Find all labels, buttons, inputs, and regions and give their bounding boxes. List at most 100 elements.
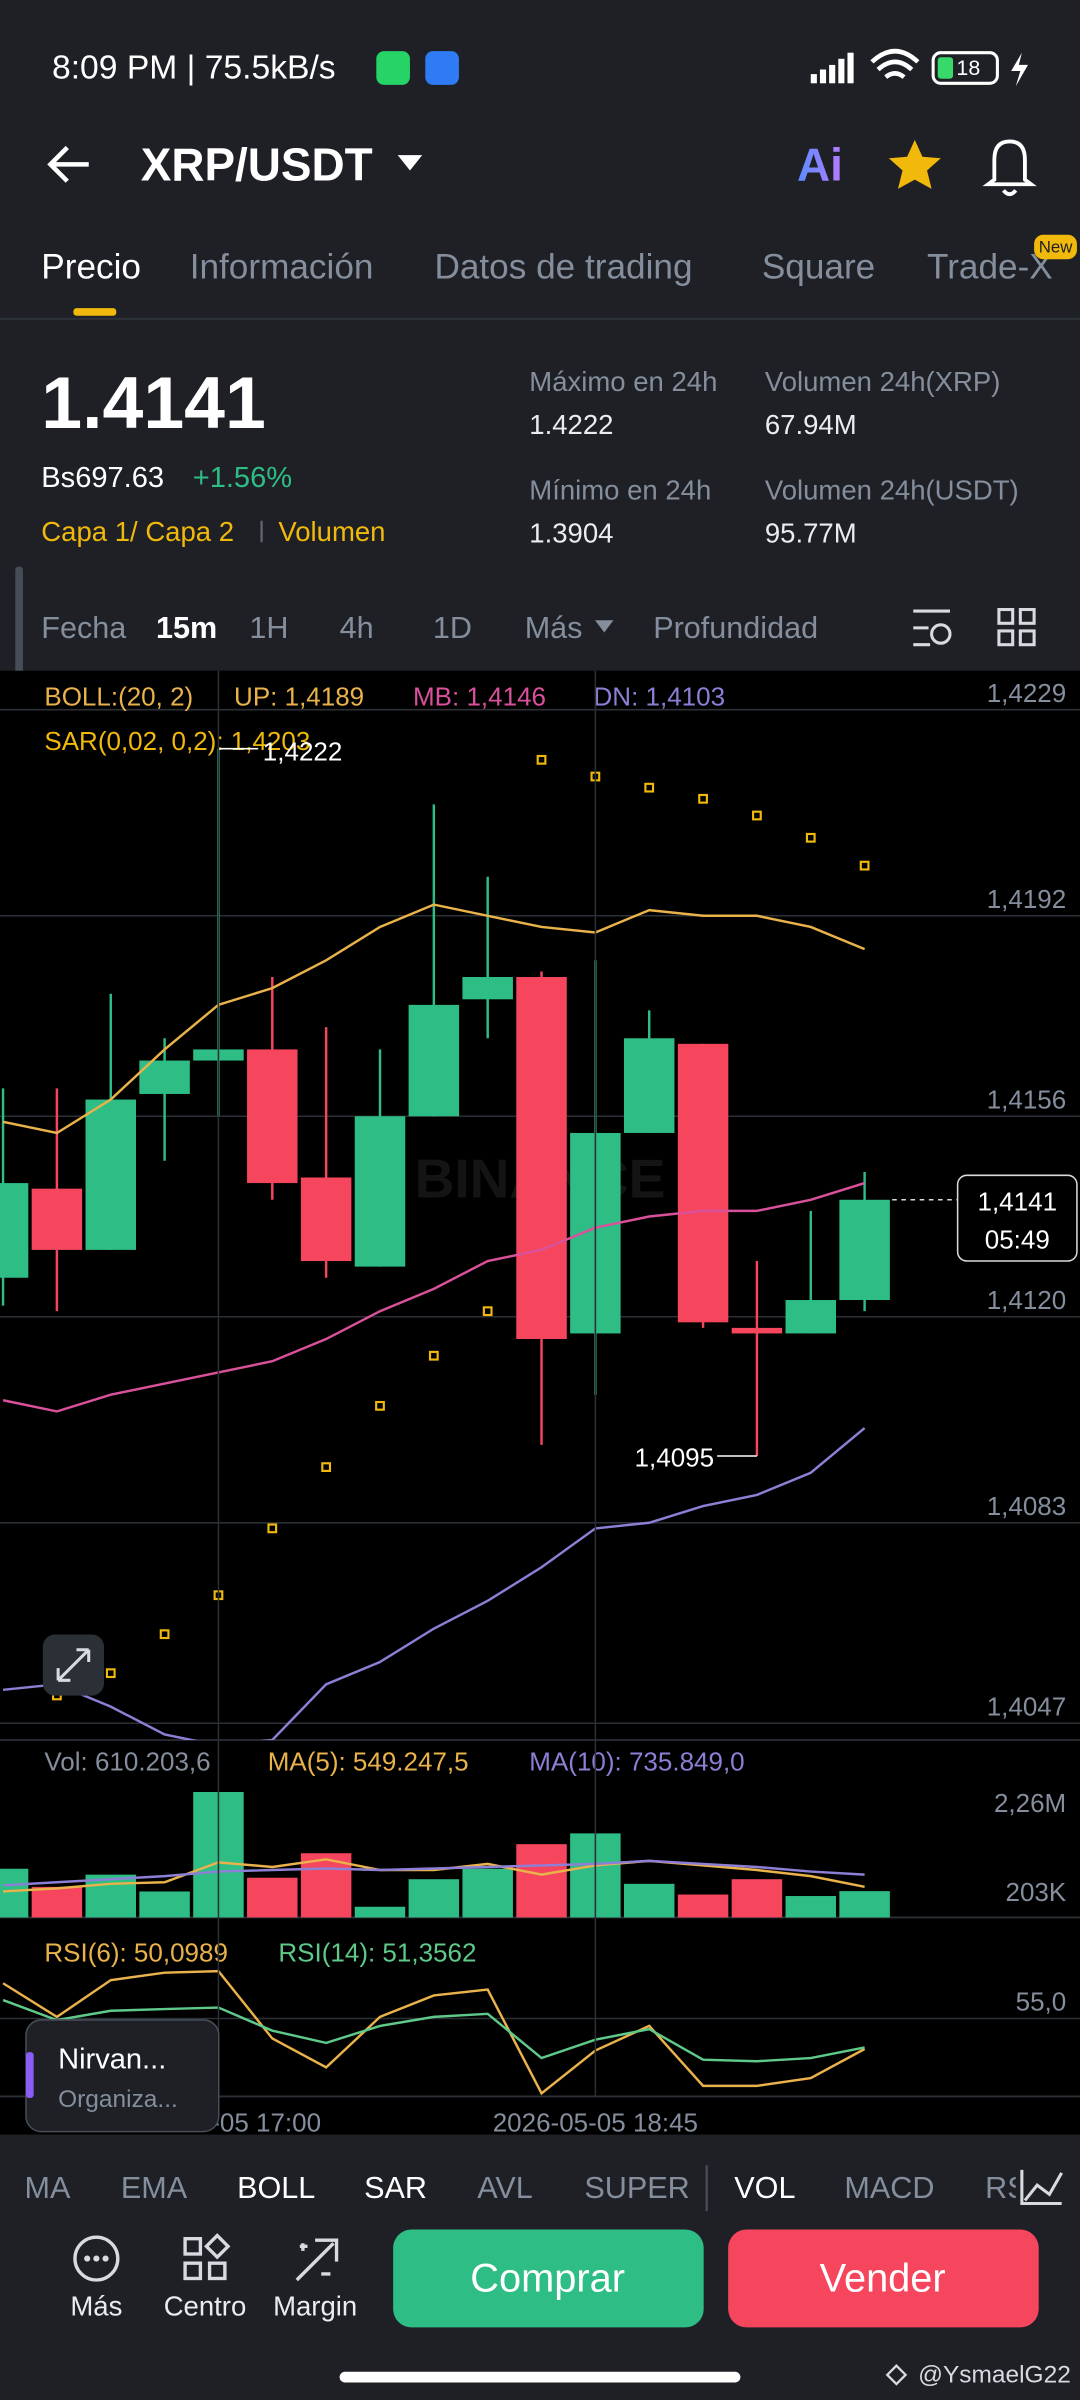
new-badge-text: New — [1039, 237, 1073, 256]
rsi-line — [2, 1969, 866, 2096]
tab[interactable]: Información — [190, 247, 374, 286]
legend-entry: MA(10): 735.849,0 — [529, 1746, 744, 1776]
indicator-tab[interactable]: AVL — [477, 2171, 533, 2205]
more-dropdown[interactable] — [595, 620, 614, 633]
tag[interactable]: Capa 1/ Capa 2 — [41, 516, 234, 547]
x-tick-label: 2026-05-05 18:45 — [493, 2107, 698, 2137]
legend-entry: DN: 1,4103 — [594, 682, 726, 712]
interval[interactable]: Fecha — [41, 611, 126, 645]
stat-label: Máximo en 24h — [529, 366, 717, 397]
indicator-tab[interactable]: MA — [24, 2171, 70, 2205]
last-price: 1.4141 — [41, 362, 266, 444]
volume-bar — [85, 1874, 136, 1918]
back-button[interactable] — [47, 145, 89, 183]
sar-dot — [752, 810, 762, 821]
interval[interactable]: 15m — [156, 611, 217, 645]
indicator-tab[interactable]: VOL — [734, 2171, 795, 2205]
volume-bar — [462, 1868, 513, 1918]
interval[interactable]: Más — [525, 611, 583, 645]
watermark: @YsmaelG22 — [918, 2361, 1071, 2388]
tab[interactable]: Precio — [41, 247, 141, 286]
y-tick-label: 1,4229 — [987, 678, 1067, 708]
volume-bar — [731, 1879, 783, 1918]
more-dots — [84, 2255, 109, 2262]
sar-dot — [428, 1350, 439, 1361]
y-tick-label: 1,4083 — [987, 1491, 1067, 1521]
interval[interactable]: 1H — [249, 611, 288, 645]
volume-bar — [247, 1877, 298, 1918]
pair-dropdown[interactable] — [397, 155, 423, 171]
legend-entry: MA(5): 549.247,5 — [268, 1746, 469, 1776]
sar-dot — [321, 1462, 332, 1473]
stat-label: Mínimo en 24h — [529, 475, 711, 506]
volume-bar — [516, 1844, 567, 1918]
indicator-tab[interactable]: BOLL — [237, 2171, 315, 2205]
band-line — [2, 1427, 866, 1740]
bell-icon[interactable] — [982, 139, 1037, 197]
y-tick-label: 1,4120 — [987, 1285, 1067, 1315]
more-icon[interactable] — [73, 2235, 120, 2282]
popup-card[interactable] — [25, 2019, 220, 2133]
volume-ma-line — [2, 1859, 865, 1887]
legend-entry: RSI(6): 50,0989 — [44, 1938, 228, 1968]
status-time: 8:09 PM | 75.5kB/s — [52, 49, 336, 86]
center-icon[interactable] — [183, 2233, 231, 2281]
active-tab-indicator — [73, 308, 117, 316]
sar-dot — [375, 1400, 385, 1411]
sar-dot — [159, 1629, 170, 1640]
indicator-fade — [1015, 2154, 1080, 2222]
indicator-tab[interactable]: SAR — [364, 2171, 427, 2205]
battery-outline — [931, 51, 999, 85]
y-tick-label: 1,4156 — [987, 1084, 1067, 1114]
signal-icon — [810, 52, 854, 84]
sell-button[interactable] — [728, 2229, 1039, 2328]
candle-body — [731, 1327, 783, 1334]
interval[interactable]: Profundidad — [653, 611, 818, 645]
volume-bar — [785, 1896, 837, 1918]
candle-body — [677, 1043, 729, 1323]
action-label[interactable]: Más — [70, 2291, 122, 2322]
interval[interactable]: 4h — [340, 611, 374, 645]
interval[interactable]: 1D — [433, 611, 472, 645]
candle-body — [516, 977, 567, 1340]
action-label[interactable]: Centro — [164, 2291, 247, 2322]
indicator-tab[interactable]: EMA — [121, 2171, 188, 2205]
sar-dot — [105, 1668, 116, 1679]
wifi-icon — [870, 48, 920, 80]
action-label[interactable]: Margin — [273, 2291, 357, 2322]
sar-dot — [859, 860, 870, 871]
buy-button[interactable] — [393, 2229, 704, 2328]
candle-body — [31, 1188, 83, 1250]
expand-icon — [56, 1648, 91, 1682]
legend-entry: MB: 1,4146 — [413, 682, 546, 712]
popup-accent — [26, 2052, 34, 2098]
volume-bar — [408, 1879, 460, 1918]
low-label: 1,4095 — [635, 1442, 715, 1472]
legend-entry: SAR(0,02, 0,2): 1,4203 — [44, 726, 310, 756]
favorite-star[interactable] — [888, 139, 941, 189]
tab[interactable]: Square — [762, 247, 875, 286]
candle-body — [462, 977, 513, 1000]
chart-settings-icon[interactable] — [913, 609, 952, 647]
indicator-tab[interactable]: MACD — [844, 2171, 934, 2205]
stat-value: 1.4222 — [529, 409, 613, 440]
sar-dot — [536, 754, 547, 765]
layout-icon[interactable] — [997, 607, 1036, 647]
interval-bar: Fecha 15m 1H 4h 1D Más Profundidad — [41, 611, 818, 645]
tag[interactable]: Volumen — [278, 516, 385, 547]
game-icon — [425, 51, 459, 85]
pair-title[interactable]: XRP/USDT — [141, 138, 373, 190]
popup-subtitle: Organiza... — [58, 2086, 178, 2113]
tab[interactable]: Datos de trading — [434, 247, 692, 286]
y-tick-label: 1,4192 — [987, 884, 1067, 914]
candle-body — [785, 1300, 837, 1334]
tab[interactable]: Trade-X — [927, 247, 1053, 286]
indicator-tab[interactable]: SUPER — [584, 2171, 689, 2205]
volume-bar — [839, 1891, 890, 1918]
ai-button[interactable]: Ai — [797, 138, 843, 190]
candle-body — [300, 1177, 352, 1262]
margin-icon[interactable] — [295, 2238, 339, 2282]
indicator-settings-icon[interactable] — [1020, 2169, 1063, 2206]
whatsapp-icon — [376, 51, 410, 85]
